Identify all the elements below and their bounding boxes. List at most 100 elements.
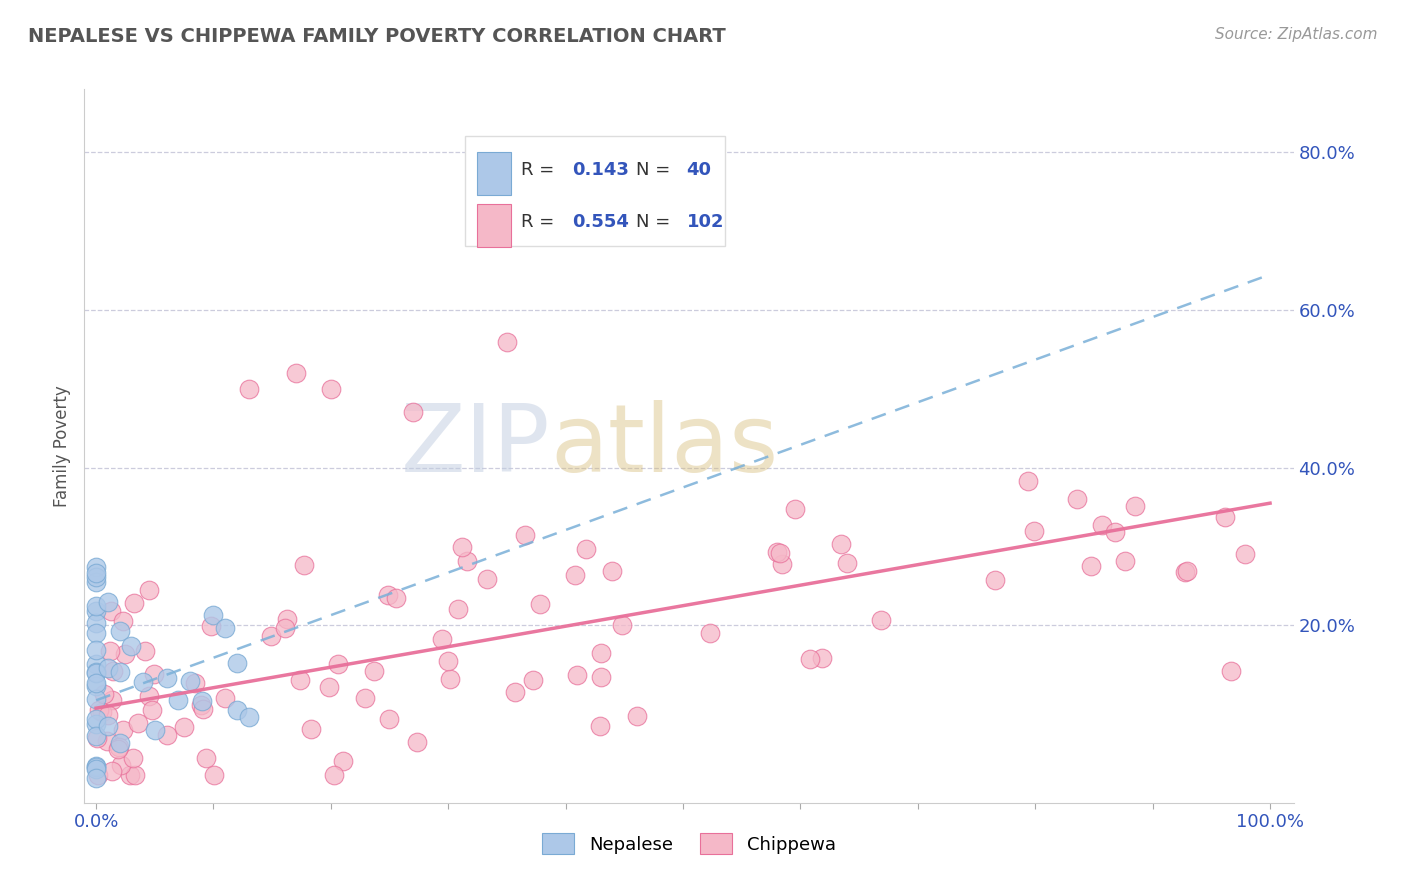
Point xyxy=(98,644,121,658)
Point xyxy=(84,760,107,774)
Point xyxy=(84,626,107,640)
Point xyxy=(288,673,311,687)
Point xyxy=(112,723,135,737)
Point xyxy=(97,708,120,723)
Point xyxy=(112,615,135,629)
Point xyxy=(1066,492,1088,507)
Point xyxy=(450,540,472,554)
Point xyxy=(260,630,283,644)
Point xyxy=(108,736,131,750)
Point xyxy=(122,751,145,765)
Point xyxy=(108,665,131,680)
Point xyxy=(984,573,1007,587)
Point xyxy=(323,768,346,782)
Point xyxy=(142,667,165,681)
Point xyxy=(108,739,131,754)
Point xyxy=(274,621,297,635)
Point xyxy=(84,762,107,776)
Point xyxy=(84,679,107,693)
Point xyxy=(1017,474,1039,488)
FancyBboxPatch shape xyxy=(465,136,725,246)
Point xyxy=(190,698,212,713)
Point xyxy=(1233,547,1256,561)
Point xyxy=(84,560,107,574)
Point xyxy=(575,541,598,556)
Point xyxy=(318,680,340,694)
Point xyxy=(769,546,792,560)
Point xyxy=(84,729,107,743)
Point xyxy=(84,657,107,672)
Point xyxy=(402,405,425,419)
Point xyxy=(589,719,612,733)
Point xyxy=(84,665,107,680)
Point xyxy=(1175,564,1198,578)
Point xyxy=(103,664,125,678)
Point xyxy=(513,528,536,542)
Point xyxy=(1104,524,1126,539)
Point xyxy=(84,616,107,631)
Point xyxy=(612,617,634,632)
Point xyxy=(432,632,454,647)
Point xyxy=(475,572,498,586)
Point xyxy=(214,621,236,635)
Point xyxy=(377,712,399,726)
Point xyxy=(138,582,160,597)
Point xyxy=(122,596,145,610)
Point xyxy=(84,665,107,680)
Point xyxy=(377,588,399,602)
Point xyxy=(143,723,166,738)
Point xyxy=(141,703,163,717)
Point xyxy=(110,757,132,772)
Text: 102: 102 xyxy=(686,213,724,231)
Text: R =: R = xyxy=(520,213,560,231)
Point xyxy=(284,366,307,380)
Point xyxy=(124,768,146,782)
Text: 0.554: 0.554 xyxy=(572,213,628,231)
Point xyxy=(100,604,122,618)
Text: atlas: atlas xyxy=(550,400,778,492)
Point xyxy=(406,734,429,748)
Point xyxy=(529,597,551,611)
Point xyxy=(363,664,385,678)
Point xyxy=(118,768,141,782)
Point xyxy=(319,382,342,396)
Point xyxy=(811,651,834,665)
Point xyxy=(96,734,118,748)
Text: N =: N = xyxy=(636,213,676,231)
Y-axis label: Family Poverty: Family Poverty xyxy=(53,385,72,507)
Point xyxy=(127,716,149,731)
Point xyxy=(1080,559,1102,574)
Point xyxy=(292,558,315,572)
Point xyxy=(84,716,107,731)
Point xyxy=(120,639,142,653)
Point xyxy=(770,558,793,572)
Point xyxy=(84,692,107,706)
Point xyxy=(190,694,212,708)
Point xyxy=(87,703,110,717)
Point xyxy=(1123,499,1146,513)
Point xyxy=(84,566,107,581)
Point xyxy=(114,648,136,662)
Point xyxy=(200,619,222,633)
Legend: Nepalese, Chippewa: Nepalese, Chippewa xyxy=(534,826,844,862)
Point xyxy=(156,728,179,742)
Point xyxy=(167,693,190,707)
Point xyxy=(86,768,108,782)
Point xyxy=(600,565,623,579)
Point xyxy=(699,626,721,640)
Point xyxy=(456,554,478,568)
Point xyxy=(108,624,131,639)
Point xyxy=(589,646,612,660)
Point xyxy=(179,673,201,688)
Point xyxy=(354,691,377,706)
Point xyxy=(173,721,195,735)
Point xyxy=(97,718,120,732)
Text: Source: ZipAtlas.com: Source: ZipAtlas.com xyxy=(1215,27,1378,42)
Point xyxy=(503,684,526,698)
Point xyxy=(132,675,155,690)
Point xyxy=(1174,565,1197,579)
Point xyxy=(439,672,461,686)
Point xyxy=(101,693,124,707)
Point xyxy=(276,612,298,626)
Point xyxy=(97,661,120,675)
